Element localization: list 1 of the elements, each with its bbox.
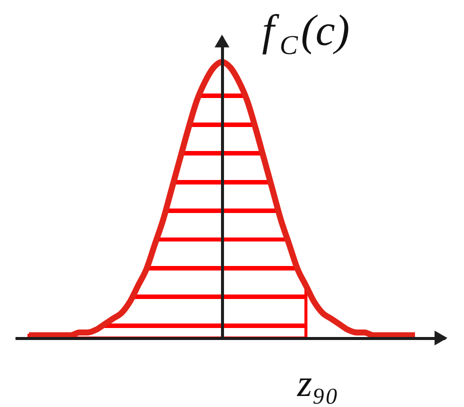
text: z₉₀	[296, 363, 339, 405]
